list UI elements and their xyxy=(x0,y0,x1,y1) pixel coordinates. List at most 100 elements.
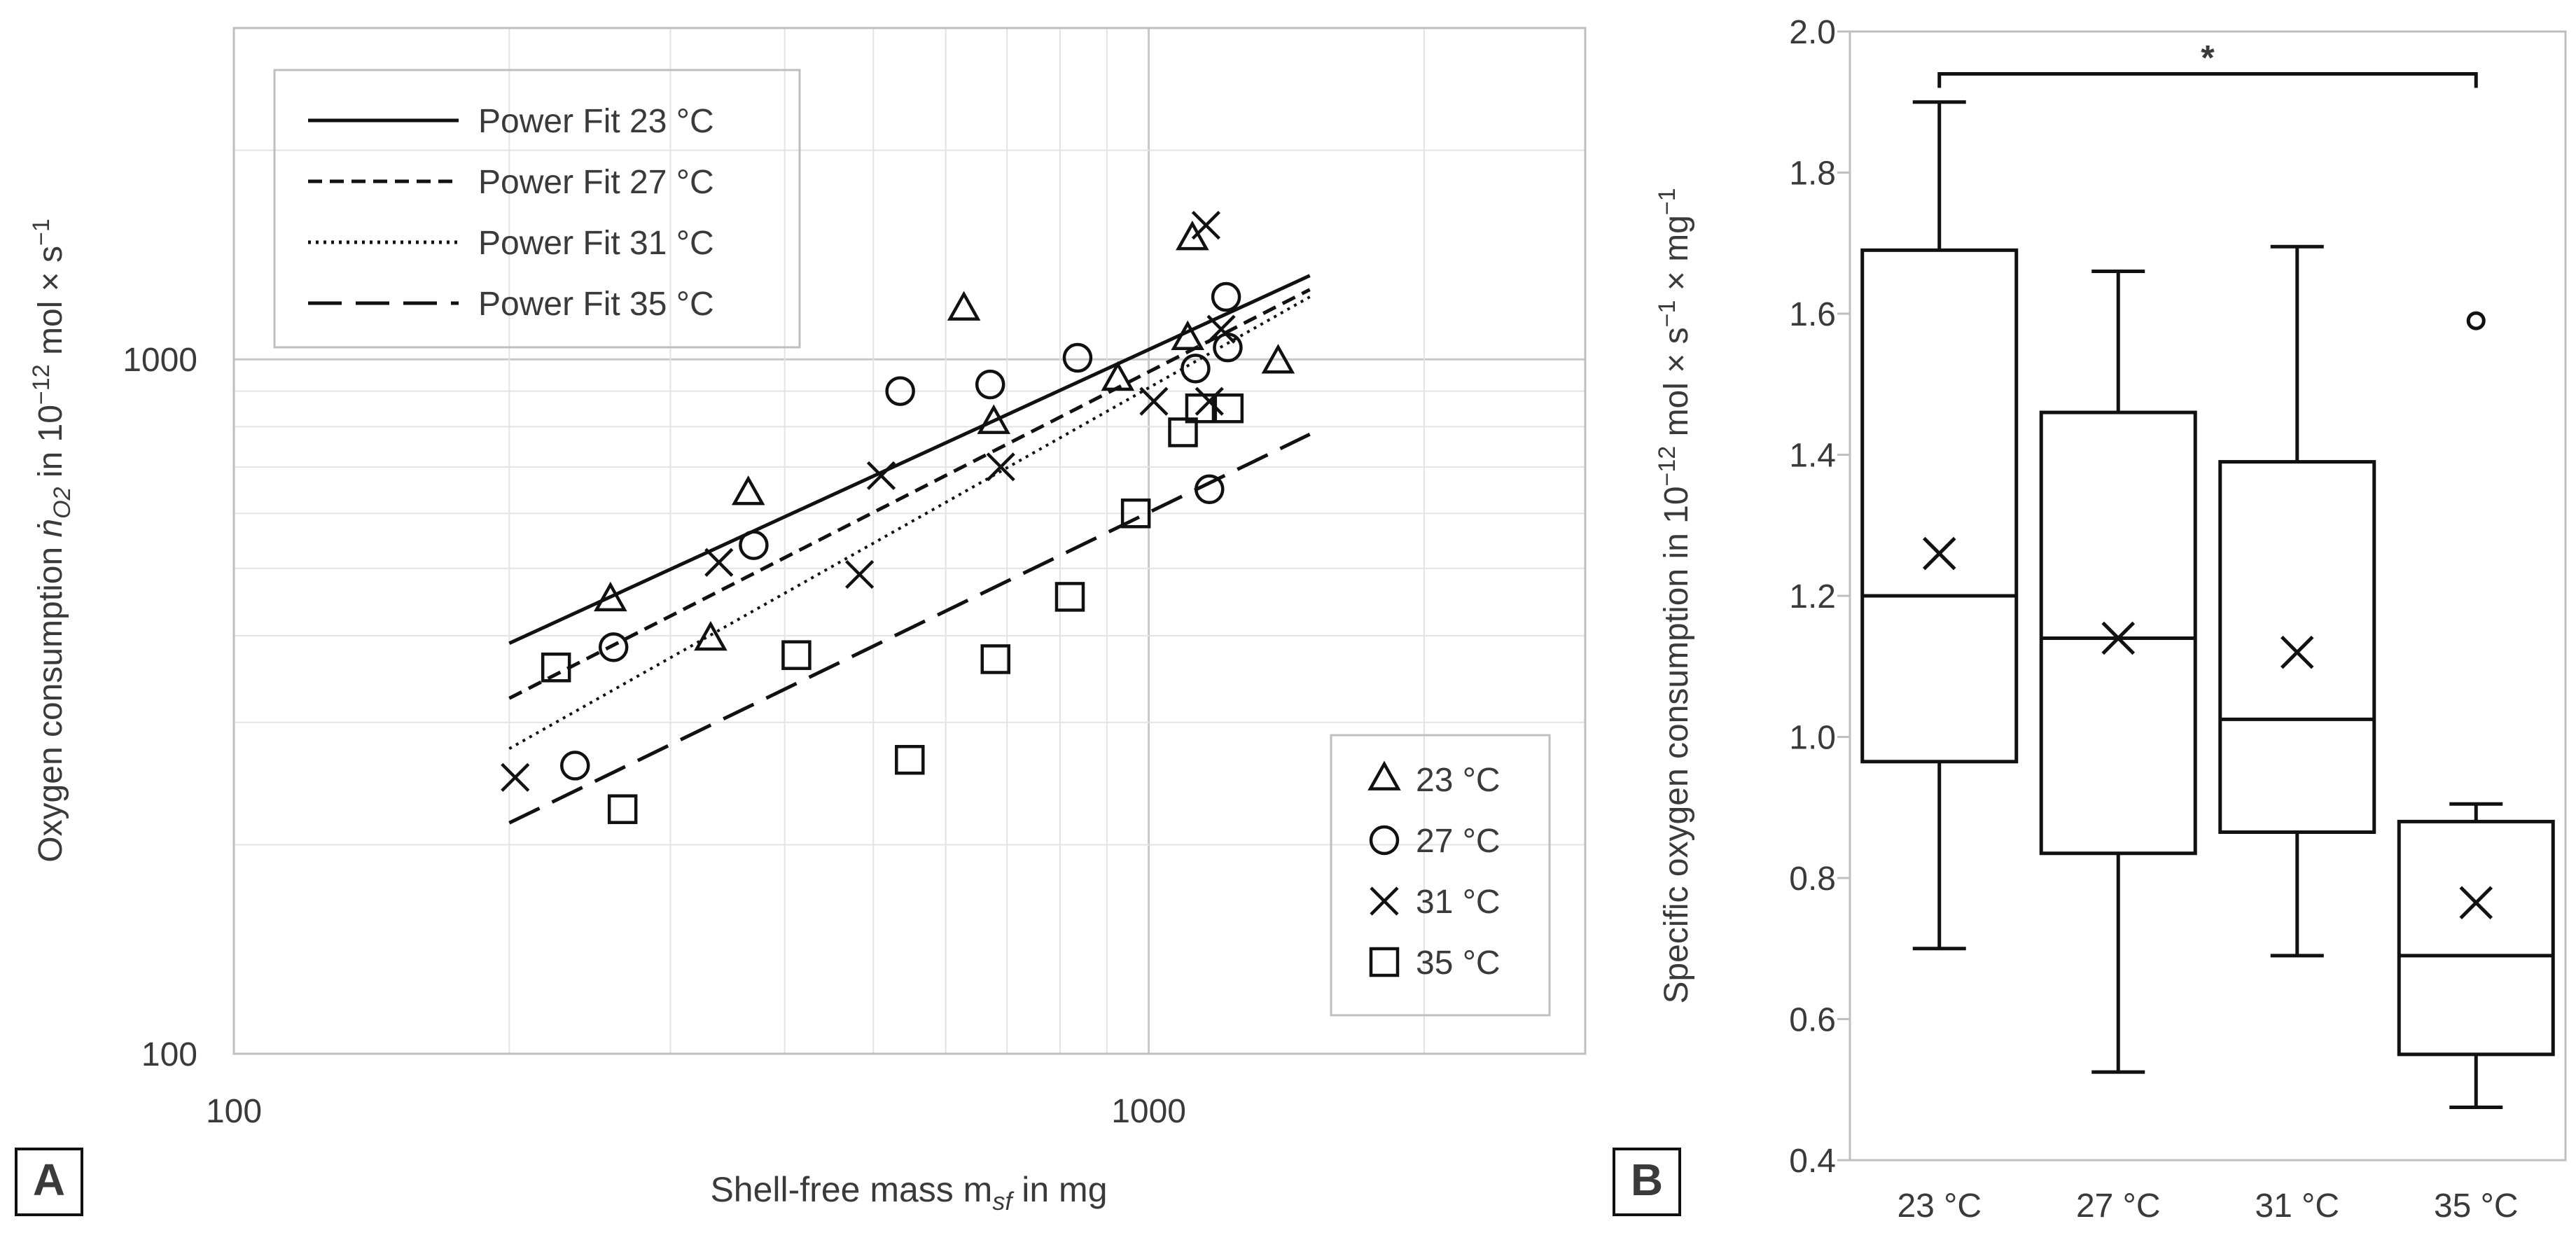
y-tick-label: 0.4 xyxy=(1789,1143,1836,1180)
interquartile-box xyxy=(2039,410,2197,856)
fit-legend-item: Power Fit 23 °C xyxy=(308,103,714,140)
data-point-27-c xyxy=(559,751,590,781)
category-label-27-c: 27 °C xyxy=(2076,1187,2161,1225)
marker-legend-label: 27 °C xyxy=(1416,823,1501,860)
panel-a-label-box xyxy=(15,1148,83,1216)
data-point-23-c xyxy=(977,404,1011,434)
data-point-27-c xyxy=(1062,342,1093,373)
box-35-c xyxy=(2397,311,2555,1109)
y-tick-label: 0.8 xyxy=(1789,861,1836,898)
panel-a-label-text: A xyxy=(33,1155,65,1205)
fit-line-23-c xyxy=(508,274,1311,646)
data-point-31-c xyxy=(986,452,1015,482)
panel-b-label: B xyxy=(1613,1148,1681,1216)
outlier-point xyxy=(2466,311,2486,330)
data-point-35-c xyxy=(895,744,925,775)
data-point-27-c xyxy=(598,632,629,662)
data-point-23-c xyxy=(1261,344,1295,374)
marker-legend-box xyxy=(1330,734,1551,1017)
data-point-31-c xyxy=(1206,314,1236,344)
data-point-23-c xyxy=(594,581,627,612)
data-point-35-c xyxy=(1213,393,1244,424)
marker-legend-symbol-31-c xyxy=(1370,886,1399,916)
data-point-31-c xyxy=(1191,211,1220,240)
significance-bracket: * xyxy=(1937,38,2478,88)
y-tick-label-1000: 1000 xyxy=(123,342,197,379)
x-tick-label-1000: 1000 xyxy=(1111,1093,1186,1130)
y-tick-label: 1.2 xyxy=(1789,578,1836,615)
fit-legend-label: Power Fit 23 °C xyxy=(478,103,714,140)
panel-b-y-ticks: 0.4 0.6 0.8 1.0 1.2 1.4 1.6 1.8 2.0 xyxy=(1789,14,1850,1180)
data-point-23-c xyxy=(947,291,981,321)
fit-legend-label: Power Fit 35 °C xyxy=(478,286,714,323)
data-point-31-c xyxy=(1195,386,1224,416)
data-point-35-c xyxy=(541,653,571,683)
panel-a-data-points xyxy=(501,211,1295,824)
data-point-31-c xyxy=(845,559,875,590)
marker-legend-item: 35 °C xyxy=(1369,945,1501,982)
data-point-23-c xyxy=(1171,320,1205,350)
panel-b-label-box xyxy=(1613,1148,1681,1216)
fit-legend-label: Power Fit 27 °C xyxy=(478,164,714,201)
fit-legend-item: Power Fit 31 °C xyxy=(308,225,714,262)
marker-legend-item: 23 °C xyxy=(1367,760,1501,799)
panel-b-label-text: B xyxy=(1631,1155,1663,1205)
box-27-c xyxy=(2039,270,2197,1074)
panel-a-marker-legend: 23 °C 27 °C 31 °C 35 °C xyxy=(1330,734,1551,1017)
y-tick-label: 0.6 xyxy=(1789,1002,1836,1039)
box-31-c xyxy=(2218,244,2376,958)
data-point-27-c xyxy=(1195,474,1225,505)
category-label-31-c: 31 °C xyxy=(2255,1187,2339,1225)
data-point-27-c xyxy=(975,369,1005,400)
data-point-31-c xyxy=(704,548,734,577)
panel-a-grid xyxy=(232,28,1585,1055)
panel-b-y-axis-label: Specific oxygen consumption in 10−12 mol… xyxy=(1654,188,1695,1003)
marker-legend-symbol-27-c xyxy=(1369,825,1400,856)
significance-bracket-line xyxy=(1937,71,2478,88)
fit-legend-box xyxy=(273,69,801,349)
category-label-23-c: 23 °C xyxy=(1897,1187,1982,1225)
panel-b-category-labels: 23 °C 27 °C 31 °C 35 °C xyxy=(1897,1187,2518,1225)
data-point-35-c xyxy=(1120,498,1151,529)
mean-marker xyxy=(2101,621,2136,655)
y-tick-label-100: 100 xyxy=(141,1036,197,1073)
data-point-35-c xyxy=(1168,417,1198,447)
marker-legend-item: 27 °C xyxy=(1369,823,1501,860)
marker-legend-symbol-23-c xyxy=(1367,760,1401,790)
y-tick-label: 1.6 xyxy=(1789,296,1836,333)
data-point-35-c xyxy=(1185,393,1216,424)
data-point-31-c xyxy=(1139,386,1169,416)
data-point-35-c xyxy=(1054,582,1085,612)
y-tick-label: 1.8 xyxy=(1789,155,1836,193)
data-point-23-c xyxy=(731,475,765,506)
interquartile-box xyxy=(1860,248,2019,764)
data-point-31-c xyxy=(501,762,530,792)
data-point-27-c xyxy=(739,530,769,560)
data-point-31-c xyxy=(866,461,896,490)
x-tick-label-100: 100 xyxy=(206,1093,262,1130)
panel-a-fit-lines xyxy=(508,274,1311,825)
panel-a-tick-labels: 100 1000 100 1000 xyxy=(123,342,1186,1130)
data-point-27-c xyxy=(1211,281,1241,312)
data-point-23-c xyxy=(694,620,727,651)
data-point-23-c xyxy=(1176,220,1209,251)
data-point-35-c xyxy=(781,640,812,670)
panel-a-scatter-chart: 100 1000 100 1000 Shell-free mass msf in mg… xyxy=(15,27,1587,1216)
marker-legend-symbol-35-c xyxy=(1369,947,1400,977)
fit-line-31-c xyxy=(508,295,1311,751)
y-tick-label: 2.0 xyxy=(1789,14,1836,51)
panel-b-boxes xyxy=(1860,100,2555,1109)
panel-a-label: A xyxy=(15,1148,83,1216)
data-point-27-c xyxy=(1181,354,1211,384)
marker-legend-label: 35 °C xyxy=(1416,945,1501,982)
mean-marker xyxy=(1922,536,1956,571)
category-label-35-c: 35 °C xyxy=(2434,1187,2519,1225)
y-tick-label: 1.0 xyxy=(1789,720,1836,757)
panel-a-y-axis-label: Oxygen consumption ṅO2 in 10−12 mol × s−… xyxy=(28,218,76,863)
box-23-c xyxy=(1860,100,2019,951)
significance-marker: * xyxy=(2201,38,2215,77)
panel-b-box-plot: 0.4 0.6 0.8 1.0 1.2 1.4 1.6 1.8 2.0 23 °C 27 °C 31… xyxy=(1613,14,2567,1225)
fit-legend-item: Power Fit 35 °C xyxy=(308,286,714,323)
data-point-23-c xyxy=(1101,361,1135,391)
